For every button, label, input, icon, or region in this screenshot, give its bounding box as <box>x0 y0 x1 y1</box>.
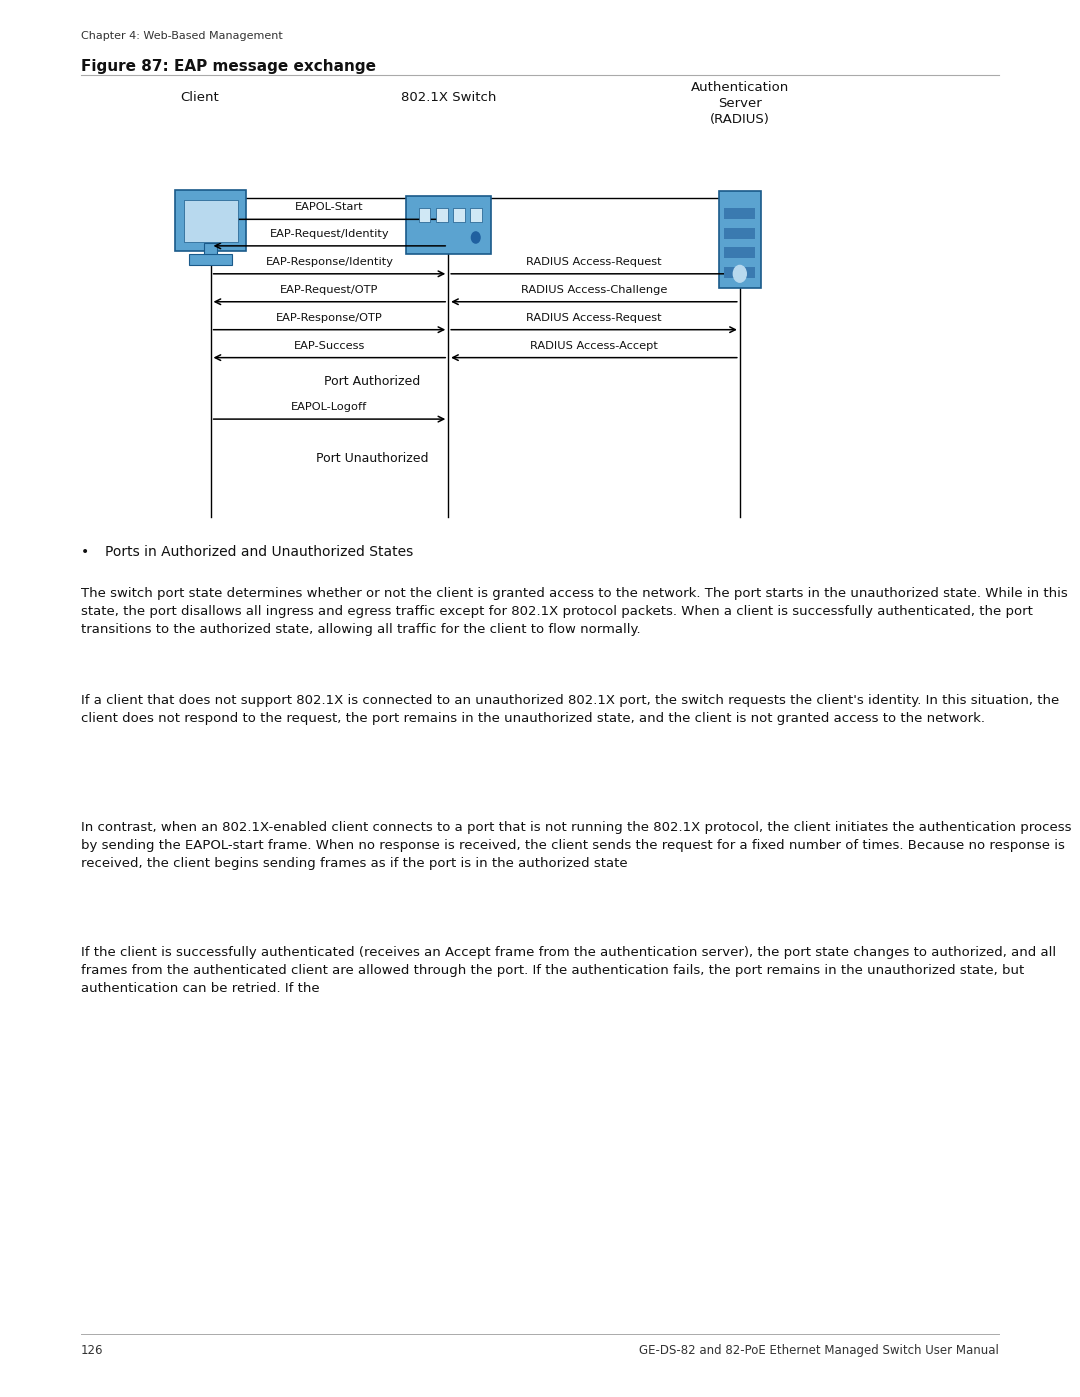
Text: If the client is successfully authenticated (receives an Accept frame from the a: If the client is successfully authentica… <box>81 946 1056 995</box>
Text: The switch port state determines whether or not the client is granted access to : The switch port state determines whether… <box>81 587 1068 636</box>
FancyBboxPatch shape <box>725 208 756 219</box>
FancyBboxPatch shape <box>406 196 490 254</box>
FancyBboxPatch shape <box>454 208 464 222</box>
Text: Client: Client <box>180 91 219 103</box>
FancyBboxPatch shape <box>436 208 448 222</box>
Text: EAP-Request/Identity: EAP-Request/Identity <box>270 229 389 239</box>
Text: 126: 126 <box>81 1344 104 1356</box>
FancyBboxPatch shape <box>419 208 430 222</box>
Text: EAPOL-Start: EAPOL-Start <box>295 203 364 212</box>
Text: EAPOL-Logoff: EAPOL-Logoff <box>292 402 367 412</box>
Text: Figure 87: EAP message exchange: Figure 87: EAP message exchange <box>81 59 376 74</box>
Circle shape <box>471 232 480 243</box>
Text: Port Unauthorized: Port Unauthorized <box>316 451 429 465</box>
Text: EAP-Success: EAP-Success <box>294 341 365 351</box>
Text: Authentication
Server
(RADIUS): Authentication Server (RADIUS) <box>691 81 788 126</box>
FancyBboxPatch shape <box>175 190 246 251</box>
FancyBboxPatch shape <box>725 247 756 258</box>
Text: Ports in Authorized and Unauthorized States: Ports in Authorized and Unauthorized Sta… <box>105 545 413 559</box>
Text: GE-DS-82 and 82-PoE Ethernet Managed Switch User Manual: GE-DS-82 and 82-PoE Ethernet Managed Swi… <box>639 1344 999 1356</box>
Text: RADIUS Access-Request: RADIUS Access-Request <box>526 257 662 267</box>
Text: In contrast, when an 802.1X-enabled client connects to a port that is not runnin: In contrast, when an 802.1X-enabled clie… <box>81 821 1071 870</box>
FancyBboxPatch shape <box>471 208 483 222</box>
Text: If a client that does not support 802.1X is connected to an unauthorized 802.1X : If a client that does not support 802.1X… <box>81 694 1059 725</box>
Circle shape <box>733 265 746 282</box>
Text: EAP-Response/Identity: EAP-Response/Identity <box>266 257 393 267</box>
FancyBboxPatch shape <box>725 267 756 278</box>
Text: EAP-Request/OTP: EAP-Request/OTP <box>280 285 379 295</box>
Text: •: • <box>81 545 90 559</box>
FancyBboxPatch shape <box>725 228 756 239</box>
FancyBboxPatch shape <box>719 191 761 288</box>
FancyBboxPatch shape <box>189 254 232 265</box>
Text: RADIUS Access-Challenge: RADIUS Access-Challenge <box>521 285 667 295</box>
Text: RADIUS Access-Request: RADIUS Access-Request <box>526 313 662 323</box>
Text: RADIUS Access-Accept: RADIUS Access-Accept <box>530 341 658 351</box>
Text: 802.1X Switch: 802.1X Switch <box>401 91 496 103</box>
Text: Port Authorized: Port Authorized <box>324 374 421 388</box>
Text: EAP-Response/OTP: EAP-Response/OTP <box>276 313 382 323</box>
FancyBboxPatch shape <box>184 200 238 242</box>
FancyBboxPatch shape <box>204 243 217 257</box>
Text: Chapter 4: Web-Based Management: Chapter 4: Web-Based Management <box>81 31 283 41</box>
